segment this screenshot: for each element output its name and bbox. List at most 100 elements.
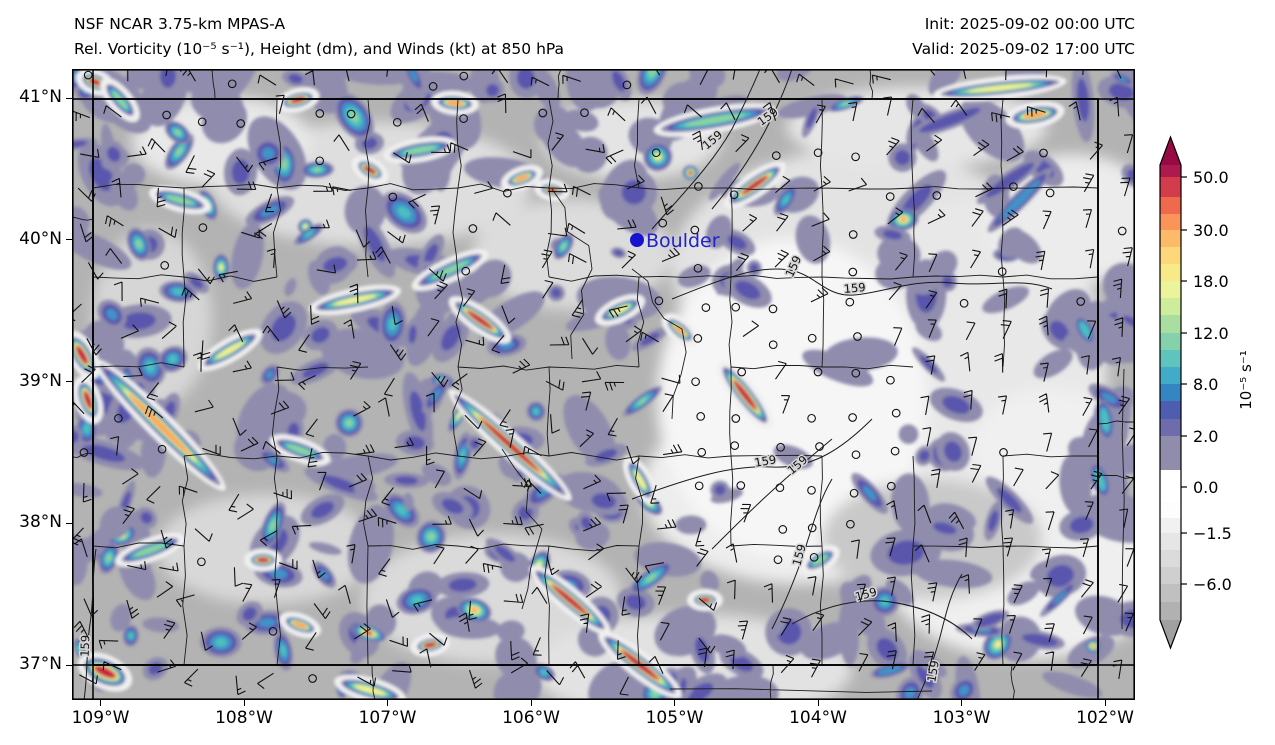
- y-tick-mark: [66, 239, 72, 241]
- colorbar-band: [1160, 620, 1181, 648]
- height-contour: [791, 600, 973, 640]
- y-tick-label: 38°N: [19, 512, 62, 533]
- x-tick-mark: [243, 700, 245, 706]
- colorbar-band: [1160, 281, 1181, 298]
- contour-label: 159: [753, 452, 777, 470]
- y-axis: 41°N 40°N 39°N 38°N 37°N: [0, 0, 72, 745]
- colorbar-band: [1160, 197, 1181, 214]
- colorbar-band: [1160, 165, 1181, 177]
- x-tick-label: 104°W: [789, 708, 847, 728]
- colorbar-band: [1160, 436, 1181, 470]
- colorbar-band: [1160, 602, 1181, 620]
- height-contour: [83, 548, 97, 700]
- height-contour: [711, 69, 793, 210]
- county-lines: [72, 69, 1135, 700]
- x-tick-mark: [100, 700, 101, 706]
- colorbar-band: [1160, 315, 1181, 333]
- colorbar-band: [1160, 214, 1181, 230]
- contour-label: 159: [843, 280, 866, 296]
- run-times: Init: 2025-09-02 00:00 UTC Valid: 2025-09…: [912, 12, 1135, 62]
- x-tick-mark: [817, 700, 819, 706]
- calm-wind-circles: [79, 70, 1127, 683]
- wind-barbs: [72, 69, 1135, 696]
- title-line-1: NSF NCAR 3.75-km MPAS-A: [74, 15, 286, 33]
- colorbar-tick-label: −6.0: [1193, 575, 1232, 594]
- colorbar-band: [1160, 264, 1181, 281]
- colorbar-band: [1160, 333, 1181, 350]
- colorado-state-border: [92, 98, 1099, 666]
- boulder-marker: [630, 233, 644, 247]
- x-tick-label: 109°W: [71, 708, 130, 728]
- colorbar-band: [1160, 401, 1181, 419]
- colorbar-unit-label: 10⁻⁵ s⁻¹: [1237, 350, 1255, 410]
- boulder-label: Boulder: [646, 230, 720, 252]
- height-contour: [631, 418, 873, 500]
- y-tick-label: 37°N: [19, 654, 62, 674]
- colorbar-tick-label: 50.0: [1193, 168, 1229, 187]
- init-time-label: Init: 2025-09-02 00:00 UTC: [924, 15, 1135, 33]
- colorbar-band: [1160, 502, 1181, 518]
- boulder-marker-group: Boulder: [630, 230, 720, 252]
- y-tick-label: 41°N: [19, 87, 62, 107]
- y-tick-mark: [66, 522, 72, 524]
- colorbar-band: [1160, 533, 1181, 550]
- contour-label: 159: [924, 659, 942, 683]
- x-tick-mark: [530, 700, 532, 706]
- colorbar-tick-label: 18.0: [1193, 272, 1229, 291]
- plot-title: NSF NCAR 3.75-km MPAS-A Rel. Vorticity (1…: [74, 12, 564, 62]
- colorbar-band: [1160, 298, 1181, 315]
- valid-time-label: Valid: 2025-09-02 17:00 UTC: [912, 40, 1135, 58]
- colorbar-band: [1160, 177, 1181, 197]
- colorbar-tick-label: 2.0: [1193, 427, 1218, 446]
- colorbar-band: [1160, 419, 1181, 436]
- colorbar-band: [1160, 350, 1181, 367]
- x-tick-label: 102°W: [1076, 708, 1134, 728]
- county-boundaries-layer: [72, 69, 1135, 700]
- y-tick-label: 39°N: [19, 370, 62, 391]
- colorbar-band: [1160, 384, 1181, 401]
- colorbar-band: [1160, 518, 1181, 533]
- title-line-2: Rel. Vorticity (10⁻⁵ s⁻¹), Height (dm), …: [74, 40, 565, 58]
- height-contour: [711, 438, 833, 550]
- x-tick-mark: [387, 700, 388, 706]
- colorbar-tick-label: 0.0: [1193, 478, 1218, 497]
- colorbar-tick-label: 30.0: [1193, 221, 1229, 240]
- colorbar-tick-label: −1.5: [1193, 524, 1232, 543]
- x-tick-label: 107°W: [358, 708, 417, 728]
- x-tick-label: 105°W: [645, 708, 704, 728]
- height-contour: [651, 69, 761, 230]
- colorbar-band-stack: [1160, 137, 1181, 648]
- y-tick-mark: [66, 381, 72, 382]
- x-tick-mark: [961, 700, 962, 706]
- colorbar-band: [1160, 550, 1181, 567]
- colorbar: 50.0 30.0 18.0 12.0 8.0 2.0 0.0 −1.5 −6.0: [1159, 135, 1232, 650]
- x-tick-label: 106°W: [502, 708, 560, 728]
- colorbar-band: [1160, 567, 1181, 584]
- y-tick-mark: [66, 97, 72, 99]
- x-tick-label: 103°W: [932, 708, 991, 728]
- wind-barb-layer: [72, 69, 1135, 696]
- height-contour: [916, 573, 963, 700]
- colorbar-band: [1160, 230, 1181, 247]
- height-contour: [671, 268, 1053, 300]
- y-tick-label: 40°N: [19, 228, 62, 249]
- colorbar-outline: [1159, 135, 1182, 650]
- colorbar-band: [1160, 470, 1181, 502]
- height-contour: [771, 478, 833, 630]
- x-tick-label: 108°W: [215, 708, 273, 728]
- colorbar-band: [1160, 367, 1181, 384]
- x-tick-mark: [1104, 700, 1106, 706]
- colorbar-tick-label: 8.0: [1193, 375, 1218, 394]
- colorbar-band: [1160, 247, 1181, 264]
- x-tick-mark: [674, 700, 675, 706]
- plot-frame: [72, 69, 1135, 700]
- colorbar-band: [1160, 137, 1181, 165]
- contour-label: 159: [78, 635, 93, 657]
- colorbar-tick-label: 12.0: [1193, 324, 1229, 343]
- colorbar-band: [1160, 584, 1181, 602]
- y-tick-mark: [66, 664, 72, 666]
